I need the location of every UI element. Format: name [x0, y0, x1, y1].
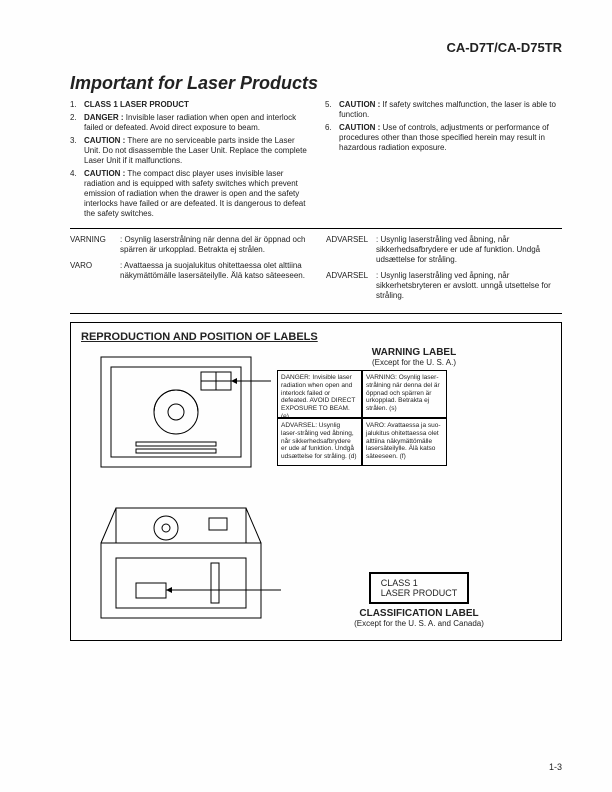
- page-title: Important for Laser Products: [70, 73, 562, 94]
- page-number: 1-3: [549, 762, 562, 772]
- warning-label-heading: WARNING LABEL: [277, 347, 551, 358]
- warning-label-sub: (Except for the U. S. A.): [277, 358, 551, 367]
- lang-item: ADVARSEL: Usynlig laserstråling ved åbni…: [326, 235, 562, 265]
- device-top-diagram: [81, 347, 271, 477]
- language-warnings: VARNING: Osynlig laserstrålning när denn…: [70, 235, 562, 307]
- divider: [70, 228, 562, 229]
- notes-left-column: 1.CLASS 1 LASER PRODUCT 2.DANGER : Invis…: [70, 100, 307, 222]
- note-item: 3.CAUTION : There are no serviceable par…: [70, 136, 307, 166]
- class-label-line: CLASS 1: [381, 578, 458, 588]
- classification-label: CLASS 1 LASER PRODUCT: [369, 572, 470, 604]
- note-item: 6.CAUTION : Use of controls, adjustments…: [325, 123, 562, 153]
- labels-box: REPRODUCTION AND POSITION OF LABELS WARN…: [70, 322, 562, 641]
- lang-item: VARO: Avattaessa ja suojalukitus ohitett…: [70, 261, 306, 281]
- lang-item: ADVARSEL: Usynlig laserstråling ved åpni…: [326, 271, 562, 301]
- quad-cell: DANGER: Invisible laser radiation when o…: [277, 370, 362, 418]
- classification-heading: CLASSIFICATION LABEL: [287, 608, 551, 619]
- note-item: 5.CAUTION : If safety switches malfuncti…: [325, 100, 562, 120]
- class-label-line: LASER PRODUCT: [381, 588, 458, 598]
- classification-sub: (Except for the U. S. A. and Canada): [287, 619, 551, 628]
- notes-right-column: 5.CAUTION : If safety switches malfuncti…: [325, 100, 562, 222]
- note-item: 2.DANGER : Invisible laser radiation whe…: [70, 113, 307, 133]
- note-item: 1.CLASS 1 LASER PRODUCT: [70, 100, 307, 110]
- quad-cell: VARO: Avattaessa ja suo-jalukitus ohitet…: [362, 418, 447, 466]
- divider: [70, 313, 562, 314]
- quad-cell: ADVARSEL: Usynlig laser-stråling ved åbn…: [277, 418, 362, 466]
- lang-item: VARNING: Osynlig laserstrålning när denn…: [70, 235, 306, 255]
- device-bottom-diagram: [81, 488, 281, 628]
- note-item: 4.CAUTION : The compact disc player uses…: [70, 169, 307, 219]
- model-number: CA-D7T/CA-D75TR: [70, 40, 562, 55]
- box-title: REPRODUCTION AND POSITION OF LABELS: [81, 331, 551, 343]
- quad-cell: VARNING: Osynlig laser-strålning när den…: [362, 370, 447, 418]
- warning-label-grid: DANGER: Invisible laser radiation when o…: [277, 370, 447, 466]
